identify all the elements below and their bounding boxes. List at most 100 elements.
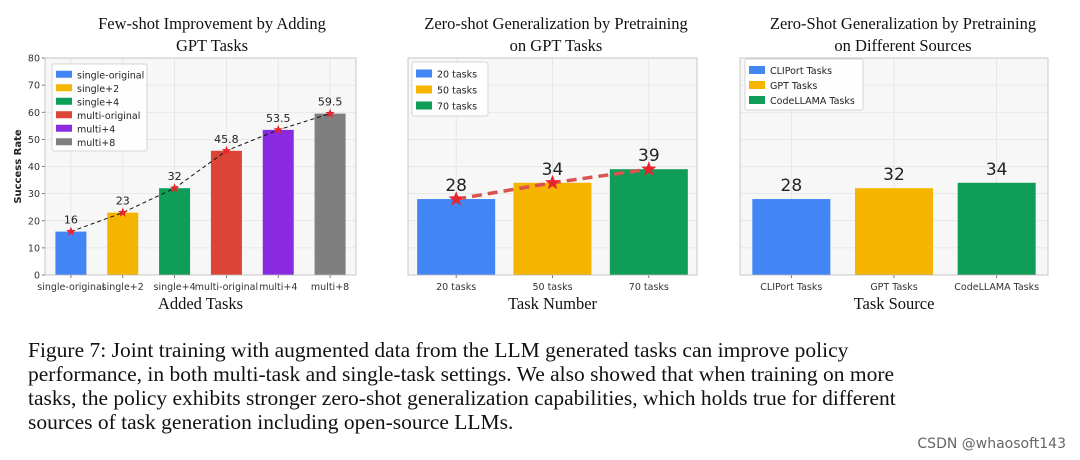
y-axis-label: Success Rate <box>13 129 24 204</box>
x-tick-label: 70 tasks <box>629 282 669 293</box>
bar-single-original <box>55 231 87 275</box>
bar-single-2 <box>107 212 139 275</box>
legend-label: multi+4 <box>77 124 115 135</box>
x-tick-label: single+4 <box>154 282 196 293</box>
value-label: 32 <box>168 170 182 183</box>
y-tick-label: 80 <box>28 54 40 65</box>
value-label: 39 <box>638 146 660 166</box>
legend-swatch <box>749 66 765 74</box>
value-label: 28 <box>445 176 467 196</box>
legend-label: GPT Tasks <box>770 81 817 92</box>
legend-swatch <box>416 69 432 78</box>
legend-box <box>744 58 864 111</box>
value-label: 34 <box>542 160 564 180</box>
trend-line <box>70 113 331 233</box>
trend-marker-star <box>169 183 180 193</box>
value-label: 34 <box>986 160 1008 180</box>
chart-title: on GPT Tasks <box>510 36 603 55</box>
bar-70-tasks <box>609 169 688 275</box>
legend-swatch <box>749 81 765 89</box>
x-tick-label: GPT Tasks <box>870 282 917 293</box>
value-label: 45.8 <box>214 133 239 146</box>
x-tick-label: 50 tasks <box>532 282 572 293</box>
legend-label: single+2 <box>77 84 119 95</box>
x-tick-label: single+2 <box>102 282 144 293</box>
caption-line: tasks, the policy exhibits stronger zero… <box>28 386 896 410</box>
trend-marker-star <box>544 174 561 190</box>
plot-frame <box>44 57 357 276</box>
legend-swatch <box>416 101 432 110</box>
x-tick-label: single-original <box>37 282 104 293</box>
trend-marker-star <box>118 207 128 217</box>
legend-swatch <box>56 70 72 78</box>
plot-frame <box>407 57 698 276</box>
x-tick-label: multi+4 <box>259 282 297 293</box>
x-tick-label: multi-original <box>195 282 258 293</box>
figure-caption: Figure 7: Joint training with augmented … <box>28 338 1068 434</box>
legend-label: 20 tasks <box>437 70 477 81</box>
bar-multi-4 <box>262 129 294 275</box>
chart-title: on Different Sources <box>834 36 971 55</box>
bar-cliport-tasks <box>752 199 831 275</box>
value-label: 53.5 <box>266 112 291 125</box>
x-tick-label: CLIPort Tasks <box>760 282 822 293</box>
x-tick-label: CodeLLAMA Tasks <box>954 282 1039 293</box>
value-label: 23 <box>116 195 130 208</box>
value-label: 32 <box>883 165 905 185</box>
legend-label: single-original <box>77 70 144 81</box>
y-tick-label: 10 <box>28 243 40 254</box>
value-label: 28 <box>781 176 803 196</box>
chart-title: Few-shot Improvement by Adding <box>98 14 326 33</box>
y-tick-label: 30 <box>28 189 40 200</box>
legend-label: 70 tasks <box>437 102 477 113</box>
x-axis-label: Task Number <box>508 294 598 313</box>
y-tick-label: 40 <box>28 162 40 173</box>
legend-swatch <box>56 84 72 92</box>
bar-multi-original <box>210 150 242 275</box>
legend-swatch <box>56 111 72 119</box>
legend-label: 50 tasks <box>437 86 477 97</box>
bar-20-tasks <box>417 199 496 275</box>
legend-swatch <box>56 124 72 132</box>
bar-single-4 <box>159 188 191 275</box>
bar-codellama-tasks <box>957 182 1036 275</box>
y-tick-label: 20 <box>28 216 40 227</box>
chart-title: GPT Tasks <box>176 36 248 55</box>
watermark: CSDN @whaosoft143 <box>917 436 1066 452</box>
legend-label: CodeLLAMA Tasks <box>770 96 855 107</box>
trend-marker-star <box>273 124 283 134</box>
trend-marker-star <box>641 161 657 176</box>
legend-swatch <box>56 138 72 146</box>
x-axis-label: Added Tasks <box>158 294 243 313</box>
figure-charts: 0 10 20 30 40 50 60 70 80 Success Rate 16 23 32 45.8 5… <box>13 14 1049 313</box>
trend-marker-star <box>66 226 76 236</box>
plot-frame <box>739 57 1049 276</box>
caption-line: Figure 7: Joint training with augmented … <box>28 338 849 362</box>
x-tick-label: 20 tasks <box>436 282 476 293</box>
legend-label: multi-original <box>77 111 140 122</box>
bar-50-tasks <box>513 182 592 275</box>
legend-label: CLIPort Tasks <box>770 66 832 77</box>
legend-box <box>51 63 148 152</box>
bar-multi-8 <box>314 113 346 275</box>
y-tick-label: 60 <box>28 108 40 119</box>
legend-label: multi+8 <box>77 138 115 149</box>
trend-marker-star <box>221 145 232 155</box>
x-axis-label: Task Source <box>854 294 935 313</box>
bar-gpt-tasks <box>855 188 933 275</box>
y-tick-label: 50 <box>28 135 40 146</box>
value-label: 59.5 <box>318 96 343 109</box>
x-tick-label: multi+8 <box>311 282 349 293</box>
legend-label: single+4 <box>77 97 119 108</box>
legend-swatch <box>416 85 432 94</box>
chart-title: Zero-Shot Generalization by Pretraining <box>770 14 1036 33</box>
chart-title: Zero-shot Generalization by Pretraining <box>424 14 687 33</box>
caption-line: performance, in both multi-task and sing… <box>28 362 895 386</box>
y-tick-label: 0 <box>34 271 40 282</box>
legend-swatch <box>749 96 765 104</box>
y-tick-label: 70 <box>28 81 40 92</box>
value-label: 16 <box>64 214 78 227</box>
trend-marker-star <box>448 191 464 206</box>
caption-line: sources of task generation including ope… <box>28 410 514 434</box>
trend-marker-star <box>325 108 335 118</box>
